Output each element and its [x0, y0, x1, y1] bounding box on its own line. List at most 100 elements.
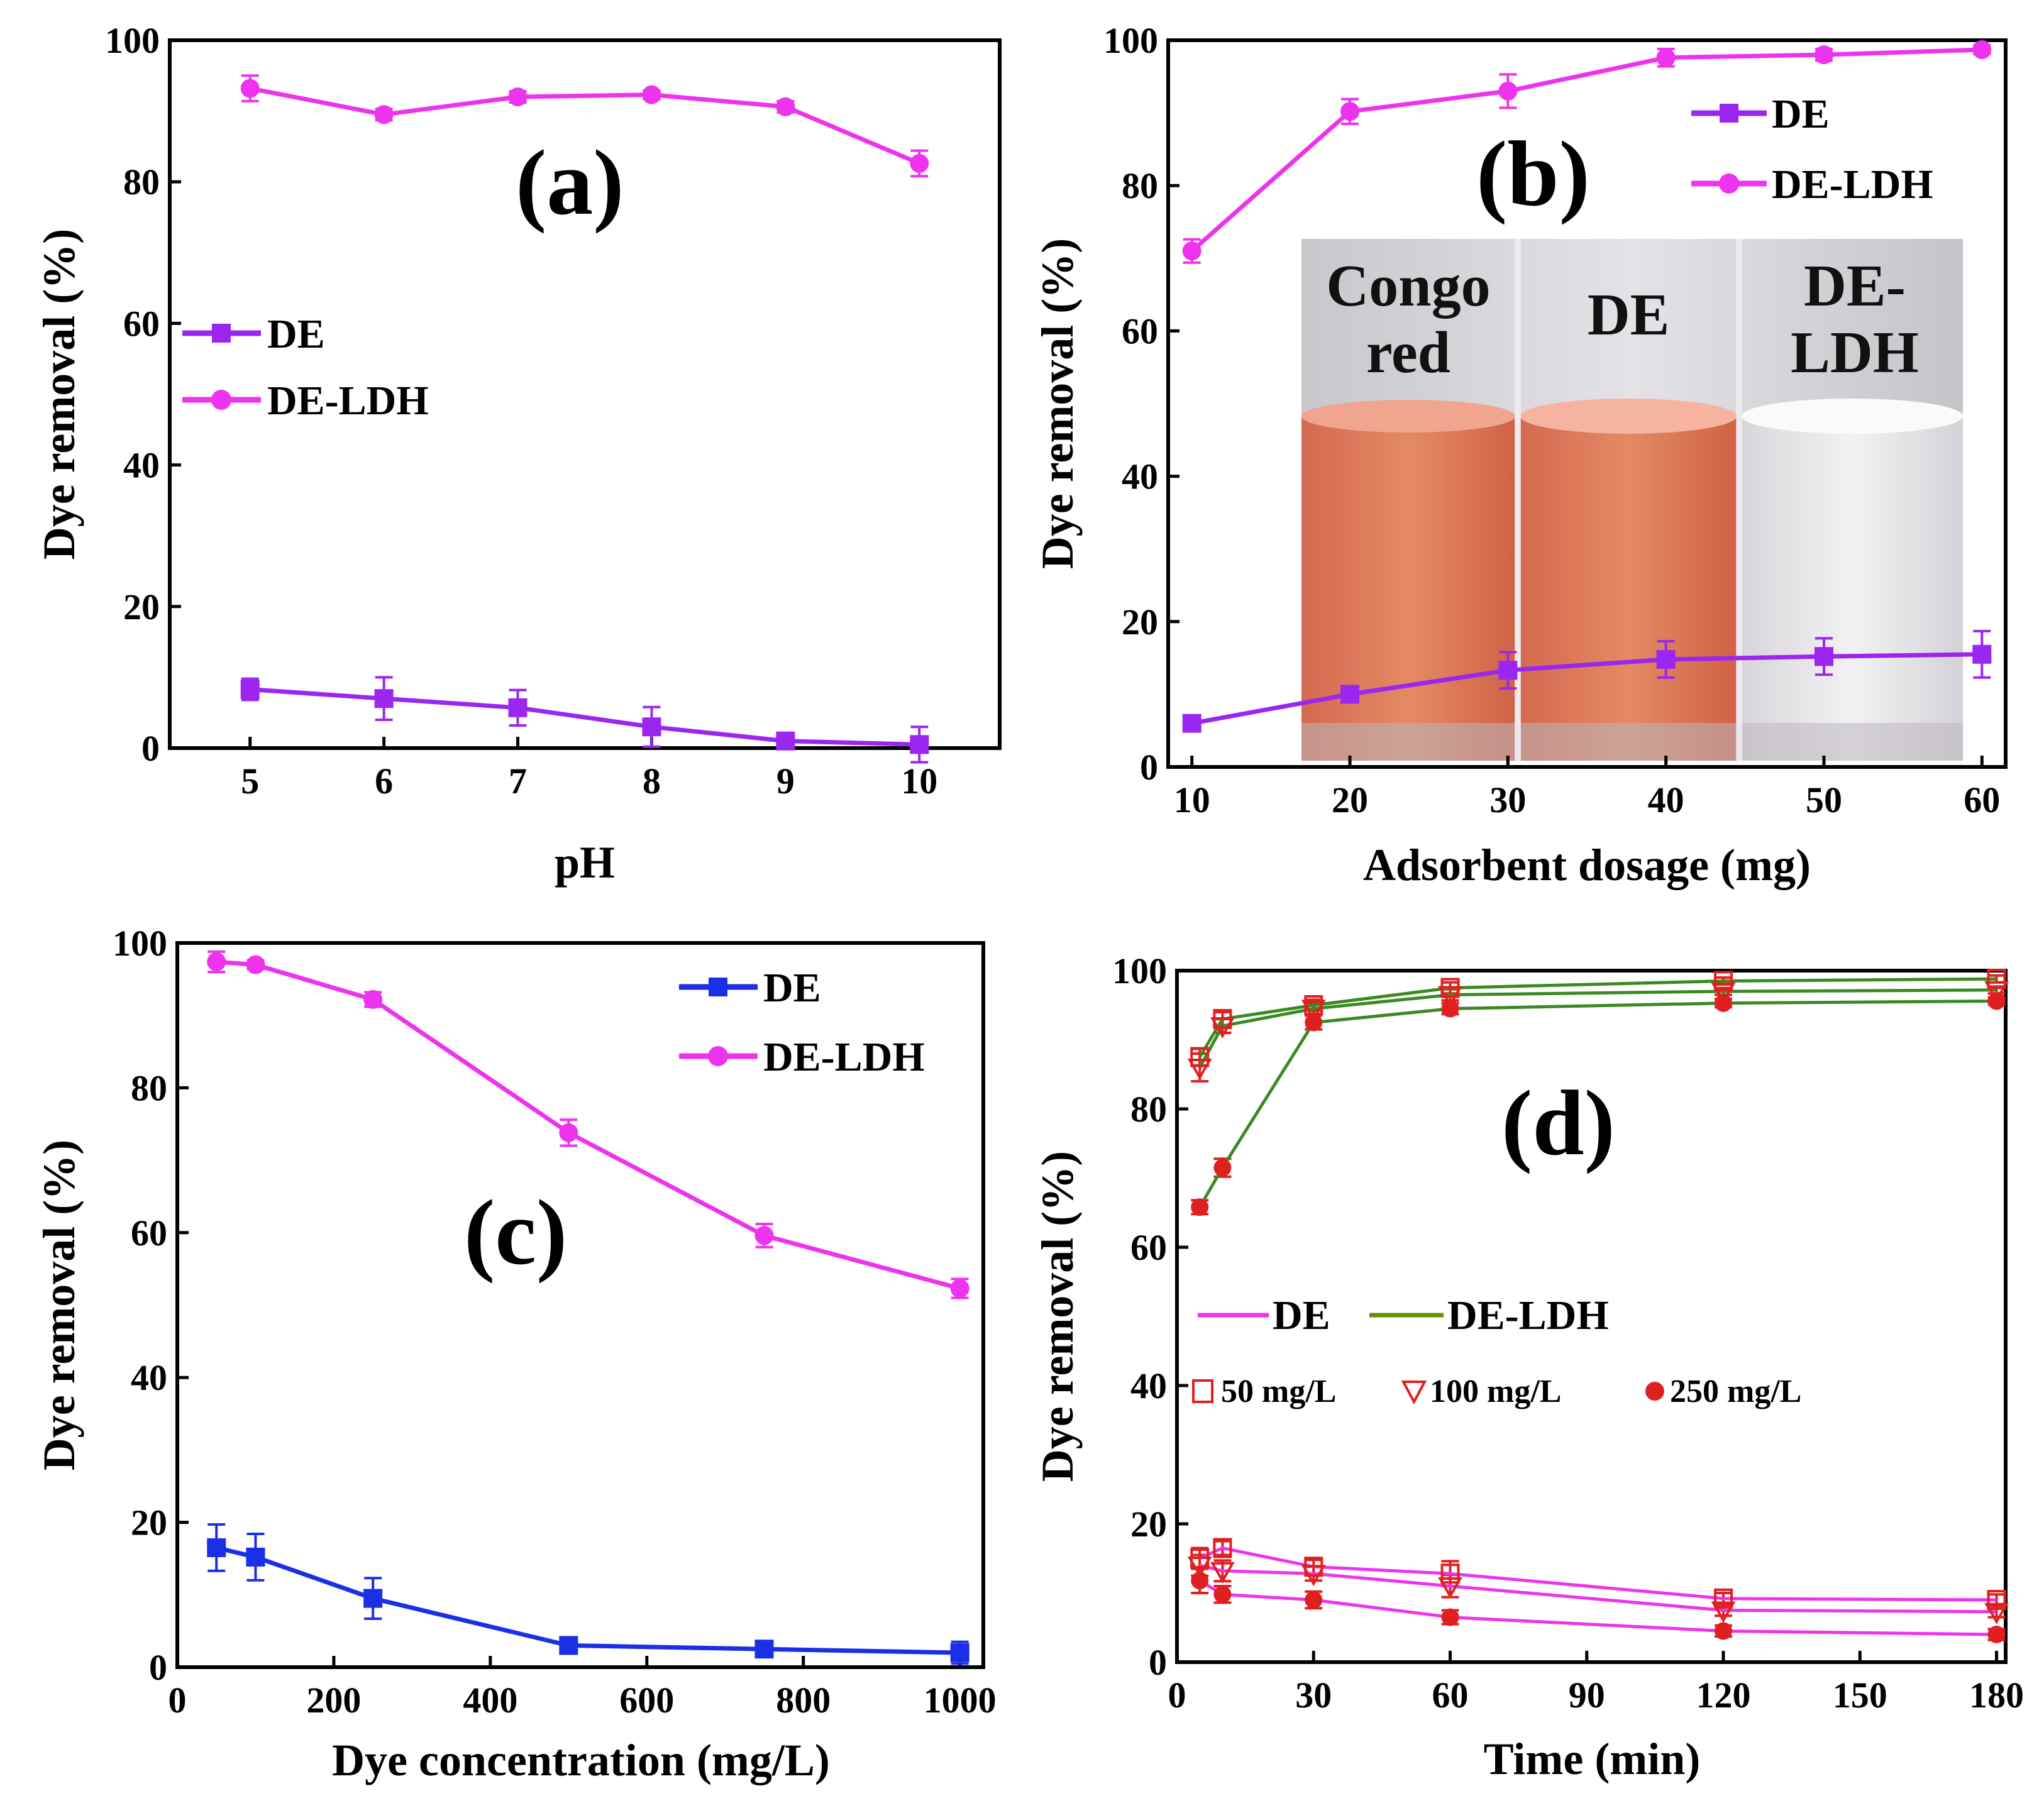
y-axis-title: Dye removal (%) — [1032, 1151, 1083, 1482]
y-tick-label: 0 — [141, 728, 160, 769]
series-markers — [240, 79, 929, 754]
data-point-de — [1972, 644, 1992, 664]
x-axis-title: Adsorbent dosage (mg) — [1363, 840, 1811, 890]
data-point-de-ldh-250-mg-l — [1715, 994, 1733, 1012]
y-tick-label: 100 — [1103, 20, 1158, 61]
data-point-de-ldh-100-mg-l — [1210, 1017, 1235, 1039]
y-tick-label: 20 — [1122, 602, 1158, 642]
data-point-de-ldh-50-mg-l — [1714, 971, 1733, 991]
y-tick-label: 20 — [123, 587, 160, 627]
data-point-de-ldh-250-mg-l — [1305, 1013, 1323, 1032]
inset-label-de-ldh-part2: LDH — [1791, 320, 1919, 385]
x-tick-label: 8 — [643, 761, 661, 802]
series-line-de-ldh-100-mg-l — [1198, 988, 1997, 1069]
data-point-de-50-mg-l — [1213, 1538, 1232, 1558]
data-point-de-ldh-50-mg-l — [1190, 1047, 1210, 1067]
x-tick-label: 40 — [1648, 780, 1684, 820]
x-tick-label: 600 — [619, 1680, 674, 1721]
plot-frame — [175, 941, 985, 1669]
data-point-de-50-mg-l — [1987, 1590, 2006, 1610]
panel-c: 0 20 40 60 80 100 0 200 400 600 800 1000 (c) DE DE… — [34, 923, 997, 1785]
y-tick-label: 60 — [1122, 311, 1158, 351]
data-point-de-100-mg-l — [1711, 1601, 1736, 1623]
y-tick-label: 60 — [123, 303, 160, 344]
inset-label-de: DE — [1588, 282, 1670, 348]
data-point-de — [754, 1640, 774, 1659]
y-tick-label: 40 — [1130, 1365, 1167, 1406]
x-tick-label: 90 — [1569, 1675, 1605, 1716]
data-point-de — [1656, 649, 1676, 669]
data-point-de — [1814, 647, 1833, 666]
y-tick-label: 20 — [1130, 1504, 1167, 1545]
x-tick-label: 200 — [306, 1680, 361, 1721]
vial-photo-inset: Congo red DE DE- LDH — [1301, 239, 1963, 761]
y-tick-label: 80 — [1122, 165, 1158, 206]
legend-marker-de — [709, 978, 727, 996]
legend-marker-de-ldh — [1719, 174, 1739, 194]
legend-marker-de-ldh — [211, 390, 231, 410]
y-ticks: 0 20 40 60 80 100 — [1103, 20, 1179, 788]
panel-label: (b) — [1476, 123, 1590, 226]
data-point-de-ldh — [1182, 241, 1202, 261]
x-tick-label: 800 — [776, 1680, 831, 1721]
x-axis-title: Dye concentration (mg/L) — [332, 1735, 830, 1785]
data-point-de-ldh-100-mg-l — [1301, 1000, 1326, 1022]
data-point-de-ldh-100-mg-l — [1438, 986, 1462, 1008]
series-lines — [250, 86, 920, 747]
series-line-de-ldh — [250, 86, 920, 166]
vial-de-meniscus — [1520, 399, 1737, 434]
y-ticks: 0 20 40 60 80 100 — [105, 20, 181, 769]
vial-congo-red — [1301, 415, 1515, 761]
data-point-de — [207, 1538, 226, 1557]
legend-label-de: DE — [267, 311, 325, 357]
data-point-de-ldh — [246, 955, 265, 974]
data-point-de — [559, 1636, 578, 1655]
y-tick-label: 0 — [1149, 1642, 1167, 1683]
data-point-de-ldh-250-mg-l — [1987, 992, 2006, 1010]
data-point-de-ldh — [776, 97, 795, 116]
data-point-de-ldh — [559, 1123, 578, 1142]
data-point-de-ldh — [508, 87, 528, 107]
x-tick-label: 120 — [1696, 1675, 1751, 1716]
x-tick-label: 9 — [776, 761, 795, 802]
series-lines — [1190, 47, 1982, 726]
data-point-de-250-mg-l — [1191, 1572, 1209, 1590]
panel-d: 0 20 40 60 80 100 0 30 60 90 120 150 180 (d) DE DE-… — [1032, 951, 2024, 1784]
legend-label-50: 50 mg/L — [1221, 1374, 1336, 1409]
legend-label-100: 100 mg/L — [1430, 1374, 1561, 1409]
legend-label-de: DE — [763, 965, 821, 1011]
data-point-de-250-mg-l — [1305, 1591, 1323, 1609]
y-tick-label: 20 — [131, 1502, 167, 1543]
x-tick-label: 60 — [1432, 1675, 1469, 1716]
y-tick-label: 0 — [149, 1647, 167, 1688]
data-point-de-ldh-250-mg-l — [1213, 1159, 1232, 1177]
legend: DE DE-LDH 50 mg/L 100 mg/L 250 mg/L — [1192, 1293, 1801, 1409]
y-axis-title: Dye removal (%) — [34, 229, 84, 560]
data-point-de — [363, 1589, 383, 1608]
y-tick-label: 100 — [1112, 951, 1167, 991]
x-tick-label: 0 — [1168, 1675, 1186, 1716]
vial-de-ldh — [1742, 415, 1963, 761]
legend-label-250: 250 mg/L — [1670, 1374, 1801, 1409]
series-markers — [1187, 969, 2009, 1643]
data-point-de-ldh-100-mg-l — [1187, 1059, 1212, 1081]
data-point-de — [246, 1547, 265, 1567]
series-line-de — [1191, 652, 1982, 726]
data-point-de-ldh — [754, 1226, 774, 1245]
data-point-de-100-mg-l — [1438, 1577, 1462, 1599]
y-axis-title: Dye removal (%) — [1032, 238, 1083, 570]
x-tick-label: 6 — [375, 761, 393, 802]
data-point-de-ldh-50-mg-l — [1987, 969, 2006, 989]
data-point-de-ldh — [240, 79, 260, 98]
data-point-de — [910, 735, 929, 754]
series-line-de-100-mg-l — [1199, 1563, 1997, 1614]
legend-marker-100 — [1401, 1381, 1427, 1405]
x-tick-label: 180 — [1969, 1675, 2024, 1716]
data-point-de-ldh — [1340, 102, 1360, 121]
x-ticks: 10 20 30 40 50 60 — [1174, 756, 2000, 820]
vial-de — [1520, 415, 1737, 761]
vial-de-ldh-meniscus — [1742, 399, 1963, 434]
panel-b: Congo red DE DE- LDH 0 20 40 60 80 100 10 20 30… — [1032, 20, 2008, 890]
legend-marker-de-ldh — [708, 1046, 728, 1066]
data-point-de-ldh — [374, 105, 394, 124]
